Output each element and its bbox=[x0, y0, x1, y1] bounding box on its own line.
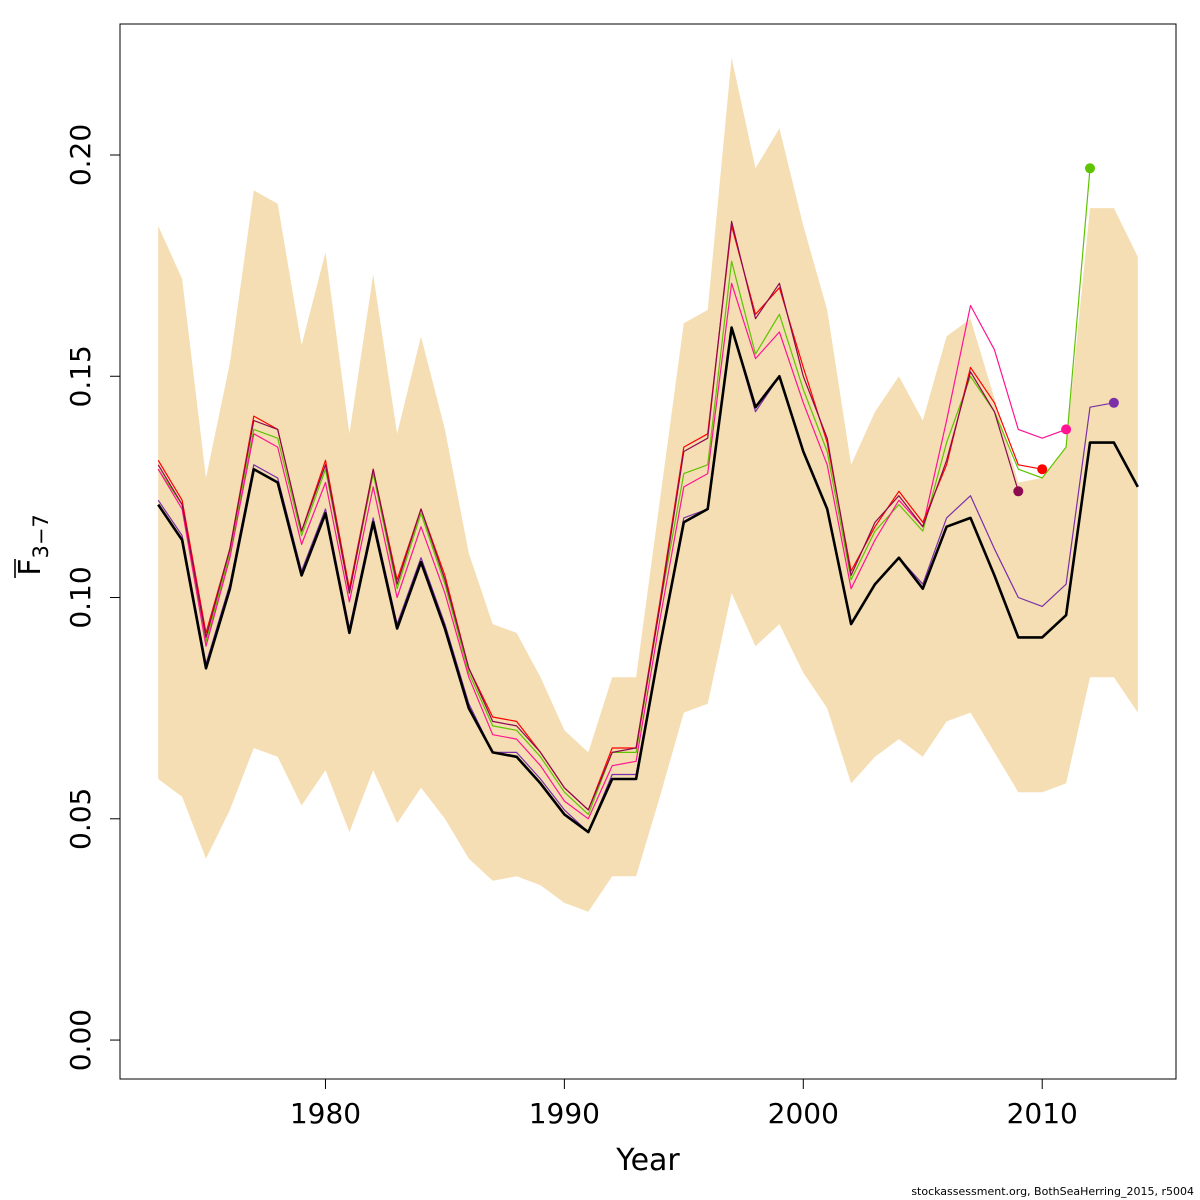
series-line-4 bbox=[157, 220, 1019, 811]
x-axis-title: Year bbox=[615, 1143, 680, 1178]
x-tick-label-2010: 2010 bbox=[1007, 1097, 1078, 1130]
y-axis-title-subscript: 3−7 bbox=[29, 514, 53, 558]
x-axis: 1980 1990 2000 2010 bbox=[290, 1079, 1078, 1130]
confidence-band bbox=[158, 57, 1138, 912]
x-tick-label-1990: 1990 bbox=[529, 1097, 600, 1130]
y-tick-label-1: 0.05 bbox=[64, 788, 97, 850]
series-endpoint-1 bbox=[1085, 163, 1095, 174]
confidence-band-layer bbox=[158, 57, 1138, 912]
y-tick-label-4: 0.20 bbox=[64, 124, 97, 186]
endpoint-layer bbox=[1013, 163, 1119, 497]
plot-frame bbox=[119, 23, 1177, 1080]
y-tick-label-2: 0.10 bbox=[64, 566, 97, 628]
y-tick-label-3: 0.15 bbox=[64, 345, 97, 407]
series-endpoint-5 bbox=[1108, 397, 1119, 408]
series-endpoint-3 bbox=[1037, 464, 1048, 475]
x-tick-label-2000: 2000 bbox=[768, 1097, 839, 1130]
footer-credit: stockassessment.org, BothSeaHerring_2015… bbox=[911, 1185, 1194, 1198]
x-tick-label-1980: 1980 bbox=[290, 1097, 361, 1130]
series-line-1 bbox=[157, 168, 1091, 816]
series-line-2 bbox=[157, 282, 1067, 820]
svg-text:F3−7: F3−7 bbox=[13, 514, 53, 576]
y-axis-title: F3−7 bbox=[13, 514, 53, 578]
series-layer bbox=[157, 168, 1139, 834]
series-endpoint-4 bbox=[1013, 486, 1024, 497]
y-tick-label-0: 0.00 bbox=[64, 1009, 97, 1071]
series-line-6 bbox=[157, 326, 1139, 834]
y-axis-title-main: F bbox=[13, 559, 48, 576]
y-axis: 0.00 0.05 0.10 0.15 0.20 bbox=[64, 124, 120, 1071]
series-endpoint-2 bbox=[1061, 424, 1072, 435]
